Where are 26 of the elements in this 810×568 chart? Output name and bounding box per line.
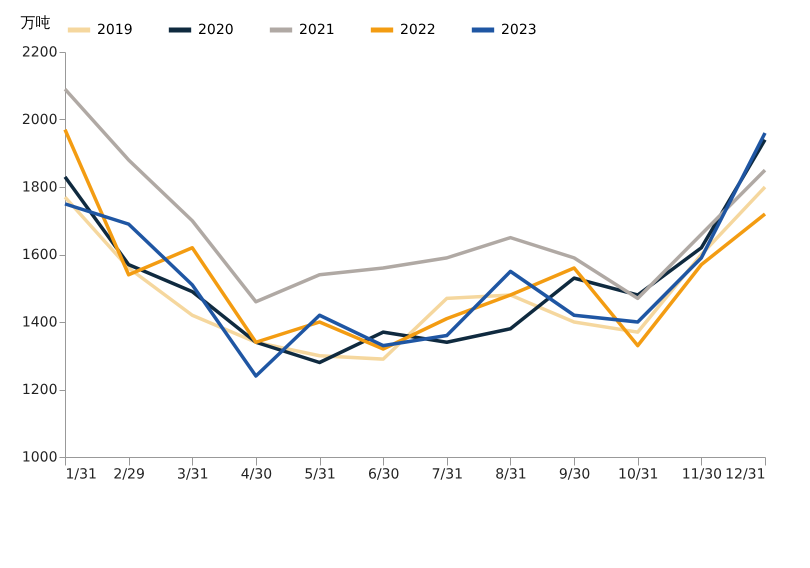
line-series <box>63 87 767 304</box>
y-tick-label: 1000 <box>22 450 58 466</box>
x-tick-label: 7/31 <box>432 466 464 482</box>
x-tick-label: 4/30 <box>240 466 272 482</box>
legend-label: 2019 <box>97 22 133 38</box>
x-tick-label: 10/31 <box>618 466 658 482</box>
y-axis-title: 万吨 <box>20 14 50 32</box>
y-tick-label: 2200 <box>22 44 58 60</box>
x-tick-label: 12/31 <box>725 466 766 482</box>
x-tick-label: 5/31 <box>304 466 336 482</box>
legend-label: 2020 <box>198 22 234 38</box>
legend-label: 2023 <box>501 22 537 38</box>
y-tick-label: 2000 <box>22 112 58 128</box>
x-tick-label: 9/30 <box>558 466 590 482</box>
y-tick-label: 1400 <box>22 314 58 330</box>
y-tick-label: 1600 <box>22 247 58 263</box>
y-tick-label: 1200 <box>22 382 58 398</box>
legend-label: 2022 <box>400 22 436 38</box>
x-tick-label: 1/31 <box>66 466 97 482</box>
legend-label: 2021 <box>299 22 335 38</box>
y-tick-label: 1800 <box>22 180 58 196</box>
x-tick-label: 2/29 <box>113 466 145 482</box>
x-tick-label: 11/30 <box>682 466 722 482</box>
x-tick-label: 8/31 <box>495 466 527 482</box>
x-tick-label: 6/30 <box>368 466 400 482</box>
x-tick-label: 3/31 <box>177 466 208 482</box>
